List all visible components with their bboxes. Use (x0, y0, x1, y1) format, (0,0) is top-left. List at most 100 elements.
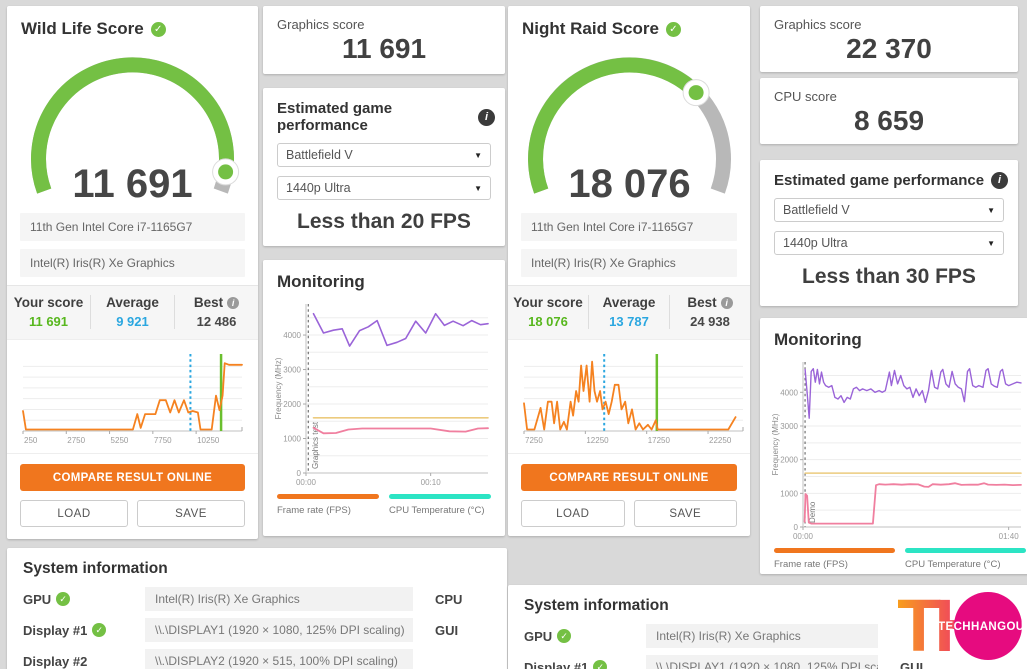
svg-text:10250: 10250 (197, 436, 220, 445)
system-information-card: System information GPU ✓ Intel(R) Iris(R… (7, 548, 507, 669)
estimated-game-performance-card: Estimated game performance i Battlefield… (263, 88, 505, 246)
average-label: Average (106, 295, 159, 310)
system-information-card: System information GPU ✓ Intel(R) Iris(R… (508, 585, 1027, 669)
legend-item[interactable]: Frame rate (FPS) (277, 494, 379, 516)
preset-select-value: 1440p Ultra (783, 236, 848, 250)
monitoring-chart: 0 1000 2000 3000 4000 00:00 01:40 Demo Frequency… (771, 362, 1022, 541)
load-button[interactable]: LOAD (20, 500, 128, 527)
svg-text:12250: 12250 (586, 436, 609, 445)
cpu-score-card: CPU score 8 659 (760, 78, 1018, 144)
legend-swatch (905, 548, 1026, 553)
card-title-row: Night Raid Score ✓ (508, 6, 750, 39)
svg-text:2750: 2750 (67, 436, 85, 445)
result-title: Wild Life Score (21, 19, 144, 38)
svg-text:0: 0 (297, 469, 302, 478)
legend-swatch (277, 494, 379, 499)
info-icon[interactable]: i (991, 172, 1008, 189)
monitoring-chart: 0 1000 2000 3000 4000 00:00 00:10 Graphics test… (274, 304, 489, 487)
your-score-column: Your score 18 076 (508, 295, 588, 329)
legend-item[interactable]: CPU Temperature (°C) (905, 548, 1026, 570)
cpu-name: 11th Gen Intel Core i7-1165G7 (521, 213, 737, 241)
best-info-icon[interactable]: i (227, 296, 240, 309)
your-score-label: Your score (513, 295, 583, 310)
monitoring-card: Monitoring 0 1000 2000 3000 4000 00:00 00:10 Gr… (263, 260, 505, 536)
legend-item[interactable]: CPU Temperature (°C) (389, 494, 491, 516)
gpu-value: Intel(R) Iris(R) Xe Graphics (646, 624, 878, 648)
legend-swatch (774, 548, 895, 553)
best-label: Best i (670, 295, 750, 310)
valid-check-icon: ✓ (665, 21, 681, 37)
cpu-section-label: CPU (435, 591, 463, 607)
chart-legend: Frame rate (FPS) CPU Temperature (°C) (774, 548, 1026, 570)
section-title: Monitoring (277, 272, 365, 291)
svg-text:250: 250 (24, 436, 38, 445)
result-actions: COMPARE RESULT ONLINE LOAD SAVE (7, 453, 258, 527)
preset-select[interactable]: 1440p Ultra ▼ (277, 176, 491, 200)
score-gauge: 18 076 (527, 57, 731, 206)
game-select-value: Battlefield V (286, 148, 353, 162)
svg-text:Demo: Demo (808, 501, 817, 523)
score-label: Graphics score (774, 17, 862, 32)
score-gauge: 11 691 (31, 57, 240, 206)
preset-select[interactable]: 1440p Ultra ▼ (774, 231, 1004, 255)
chart-legend: Frame rate (FPS) CPU Temperature (°C) (277, 494, 491, 516)
svg-text:01:40: 01:40 (999, 532, 1020, 541)
chevron-down-icon: ▼ (474, 183, 482, 193)
info-icon[interactable]: i (478, 108, 495, 126)
preset-select-value: 1440p Ultra (286, 181, 351, 195)
score-label: CPU score (774, 89, 837, 104)
best-info-icon[interactable]: i (720, 296, 733, 309)
valid-check-icon: ✓ (150, 21, 166, 37)
hardware-info: 11th Gen Intel Core i7-1165G7 Intel(R) I… (20, 213, 245, 277)
section-title: Estimated game performance (277, 100, 393, 134)
game-select[interactable]: Battlefield V ▼ (774, 198, 1004, 222)
section-title: System information (524, 597, 669, 614)
svg-text:00:10: 00:10 (421, 478, 442, 487)
gpu-value: Intel(R) Iris(R) Xe Graphics (145, 587, 413, 611)
sysinfo-row-display2: Display #2 \\.\DISPLAY2 (1920 × 515, 100… (23, 649, 491, 669)
svg-text:0: 0 (794, 523, 799, 532)
section-title: Estimated game performance (774, 172, 985, 189)
display1-value: \\.\DISPLAY1 (1920 × 1080, 125% DPI scal… (145, 618, 413, 642)
svg-text:TECHHANGOUT: TECHHANGOUT (938, 621, 1027, 633)
sysinfo-row-display1: Display #1 ✓ \\.\DISPLAY1 (1920 × 1080, … (23, 618, 491, 642)
gpu-name: Intel(R) Iris(R) Xe Graphics (521, 249, 737, 277)
svg-text:5250: 5250 (111, 436, 129, 445)
score-comparison: Your score 18 076 Average 13 787 Best i … (508, 285, 750, 340)
chevron-down-icon: ▼ (474, 150, 482, 160)
average-value: 9 921 (116, 314, 149, 329)
legend-item[interactable]: Frame rate (FPS) (774, 548, 895, 570)
average-score-column: Average 13 787 (588, 295, 670, 329)
compare-result-online-button[interactable]: COMPARE RESULT ONLINE (20, 464, 245, 491)
compare-result-online-button[interactable]: COMPARE RESULT ONLINE (521, 464, 737, 491)
best-value: 24 938 (690, 314, 730, 329)
svg-text:18 076: 18 076 (568, 162, 690, 206)
svg-text:2000: 2000 (283, 400, 301, 409)
load-button[interactable]: LOAD (521, 500, 625, 527)
score-comparison: Your score 11 691 Average 9 921 Best i 1… (7, 285, 258, 340)
svg-text:17250: 17250 (648, 436, 671, 445)
best-value: 12 486 (196, 314, 237, 329)
svg-text:22250: 22250 (709, 436, 732, 445)
score-label: Graphics score (277, 17, 365, 32)
svg-text:Frequency (MHz): Frequency (MHz) (771, 413, 780, 475)
game-select[interactable]: Battlefield V ▼ (277, 143, 491, 167)
display2-value: \\.\DISPLAY2 (1920 × 515, 100% DPI scali… (145, 649, 413, 669)
svg-text:2000: 2000 (780, 456, 798, 465)
save-button[interactable]: SAVE (137, 500, 245, 527)
average-score-column: Average 9 921 (90, 295, 175, 329)
save-button[interactable]: SAVE (633, 500, 737, 527)
monitoring-card: Monitoring 0 1000 2000 3000 4000 00:00 01:40 De… (760, 318, 1027, 574)
best-score-column: Best i 12 486 (175, 295, 258, 329)
svg-text:11 691: 11 691 (72, 162, 192, 206)
svg-text:3000: 3000 (780, 422, 798, 431)
svg-text:Frequency (MHz): Frequency (MHz) (274, 357, 283, 419)
legend-swatch (389, 494, 491, 499)
hardware-info: 11th Gen Intel Core i7-1165G7 Intel(R) I… (521, 213, 737, 277)
your-score-value: 18 076 (528, 314, 568, 329)
valid-check-icon: ✓ (557, 629, 572, 643)
svg-text:00:00: 00:00 (296, 478, 317, 487)
score-distribution-chart: 250 2750 5250 7750 10250 (22, 354, 243, 445)
sysinfo-row-gpu: GPU ✓ Intel(R) Iris(R) Xe Graphics CPU (23, 587, 491, 611)
